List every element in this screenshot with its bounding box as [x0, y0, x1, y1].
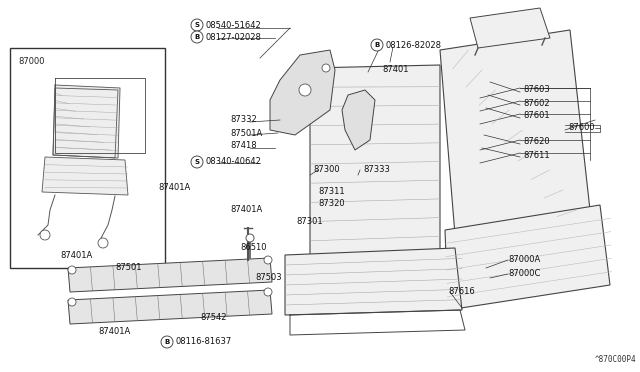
Text: 08116-81637: 08116-81637: [176, 337, 232, 346]
Text: 87603: 87603: [523, 86, 550, 94]
Text: 87602: 87602: [523, 99, 550, 108]
Text: B: B: [374, 42, 380, 48]
Circle shape: [246, 234, 254, 242]
Text: 87401A: 87401A: [60, 250, 92, 260]
Circle shape: [161, 336, 173, 348]
Text: 87401: 87401: [382, 65, 408, 74]
Text: 87501A: 87501A: [230, 128, 262, 138]
Polygon shape: [310, 65, 440, 260]
Bar: [10, 48, 165, 268]
Text: S: S: [195, 22, 200, 28]
Text: 87311: 87311: [318, 187, 344, 196]
Circle shape: [322, 64, 330, 72]
Text: 86510: 86510: [240, 244, 266, 253]
Circle shape: [98, 238, 108, 248]
Circle shape: [264, 256, 272, 264]
Text: 87332: 87332: [230, 115, 257, 125]
Polygon shape: [53, 88, 118, 158]
Text: 87300: 87300: [313, 166, 340, 174]
Circle shape: [299, 84, 311, 96]
Text: 08127-02028: 08127-02028: [206, 32, 262, 42]
Text: 87000: 87000: [18, 57, 45, 66]
Text: 08340-40642: 08340-40642: [206, 157, 262, 167]
Text: 87333: 87333: [363, 166, 390, 174]
Text: 87600: 87600: [568, 124, 595, 132]
Text: 87000A: 87000A: [508, 256, 540, 264]
Text: B: B: [164, 339, 170, 345]
Text: 87000C: 87000C: [508, 269, 540, 279]
Text: 87620: 87620: [523, 138, 550, 147]
Polygon shape: [42, 157, 128, 195]
Text: 08126-82028: 08126-82028: [386, 41, 442, 49]
Polygon shape: [470, 8, 550, 48]
Polygon shape: [68, 258, 272, 292]
Polygon shape: [342, 90, 375, 150]
Polygon shape: [53, 85, 120, 158]
Circle shape: [191, 19, 203, 31]
Text: 87601: 87601: [523, 112, 550, 121]
Text: 87616: 87616: [448, 288, 475, 296]
Circle shape: [191, 31, 203, 43]
Text: 87401A: 87401A: [98, 327, 131, 337]
Text: 87542: 87542: [200, 314, 227, 323]
Text: ^870C00P4: ^870C00P4: [595, 355, 636, 364]
Text: B: B: [195, 34, 200, 40]
Polygon shape: [445, 205, 610, 310]
Text: 87301: 87301: [296, 218, 323, 227]
Text: 87320: 87320: [318, 199, 344, 208]
Text: 87611: 87611: [523, 151, 550, 160]
Text: 08540-51642: 08540-51642: [206, 20, 262, 29]
Text: S: S: [195, 159, 200, 165]
Polygon shape: [68, 290, 272, 324]
Circle shape: [68, 266, 76, 274]
Circle shape: [68, 298, 76, 306]
Text: 87401A: 87401A: [158, 183, 190, 192]
Text: 87401A: 87401A: [230, 205, 262, 215]
Circle shape: [371, 39, 383, 51]
Circle shape: [40, 230, 50, 240]
Text: 87503: 87503: [255, 273, 282, 282]
Text: 87501: 87501: [115, 263, 141, 273]
Polygon shape: [440, 30, 590, 235]
Polygon shape: [270, 50, 335, 135]
Polygon shape: [285, 248, 462, 315]
Text: 87418: 87418: [230, 141, 257, 151]
Circle shape: [264, 288, 272, 296]
Circle shape: [191, 156, 203, 168]
